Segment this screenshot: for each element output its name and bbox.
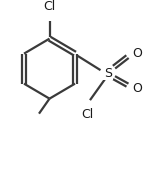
Text: O: O — [132, 47, 142, 60]
Text: O: O — [132, 82, 142, 95]
Text: Cl: Cl — [81, 108, 93, 121]
Text: S: S — [104, 67, 112, 80]
Text: Cl: Cl — [43, 0, 56, 13]
